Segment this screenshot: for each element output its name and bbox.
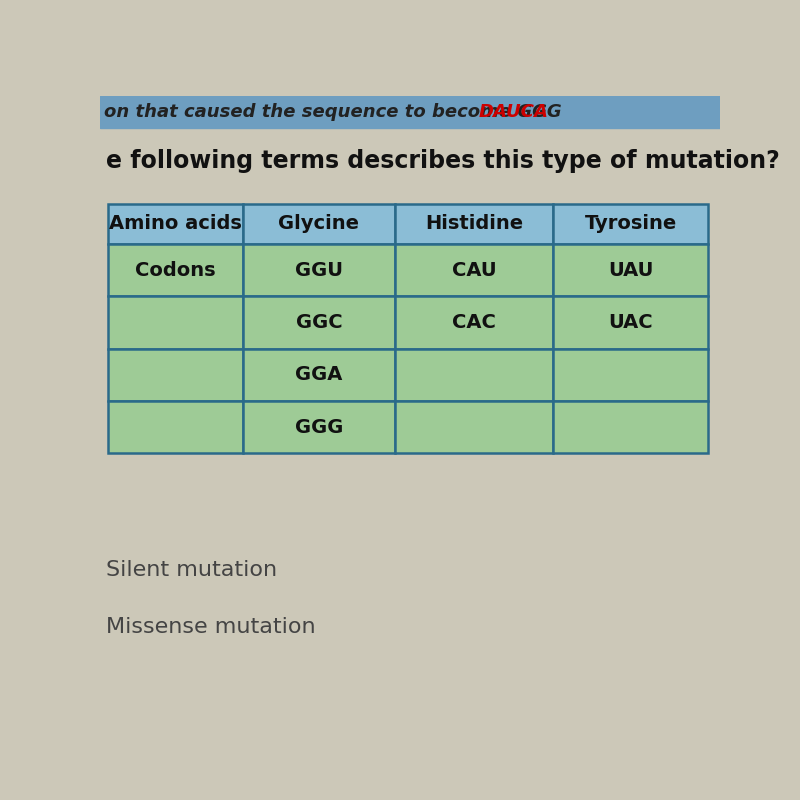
Bar <box>394 204 554 244</box>
Bar <box>394 244 554 296</box>
Text: Missense mutation: Missense mutation <box>106 618 316 638</box>
Bar <box>108 244 243 296</box>
Text: CAC: CAC <box>452 313 496 332</box>
Bar <box>394 401 554 454</box>
Text: GGG: GGG <box>294 418 343 437</box>
Text: Tyrosine: Tyrosine <box>585 214 677 234</box>
Bar <box>394 349 554 401</box>
Bar <box>243 204 394 244</box>
Text: on that caused the sequence to become GGG: on that caused the sequence to become GG… <box>104 103 562 121</box>
Bar <box>554 204 708 244</box>
Bar <box>243 244 394 296</box>
Text: UAC: UAC <box>609 313 653 332</box>
Text: GGA: GGA <box>295 366 342 384</box>
Text: Glycine: Glycine <box>278 214 359 234</box>
Text: Codons: Codons <box>135 261 216 279</box>
Bar <box>243 401 394 454</box>
Bar <box>100 96 720 128</box>
Text: e following terms describes this type of mutation?: e following terms describes this type of… <box>106 150 780 174</box>
Bar <box>394 296 554 349</box>
Bar <box>554 244 708 296</box>
Bar <box>554 349 708 401</box>
Text: CAU: CAU <box>452 261 496 279</box>
Bar <box>243 296 394 349</box>
Bar <box>243 349 394 401</box>
Text: DAUCA: DAUCA <box>478 103 548 121</box>
Bar <box>554 296 708 349</box>
Text: GGU: GGU <box>295 261 343 279</box>
Bar <box>108 296 243 349</box>
Text: Silent mutation: Silent mutation <box>106 559 278 579</box>
Text: GGC: GGC <box>296 313 342 332</box>
Text: Amino acids: Amino acids <box>109 214 242 234</box>
Text: Histidine: Histidine <box>425 214 523 234</box>
Bar <box>108 349 243 401</box>
Bar <box>554 401 708 454</box>
Bar <box>108 204 243 244</box>
Text: UAU: UAU <box>608 261 654 279</box>
Bar <box>108 401 243 454</box>
